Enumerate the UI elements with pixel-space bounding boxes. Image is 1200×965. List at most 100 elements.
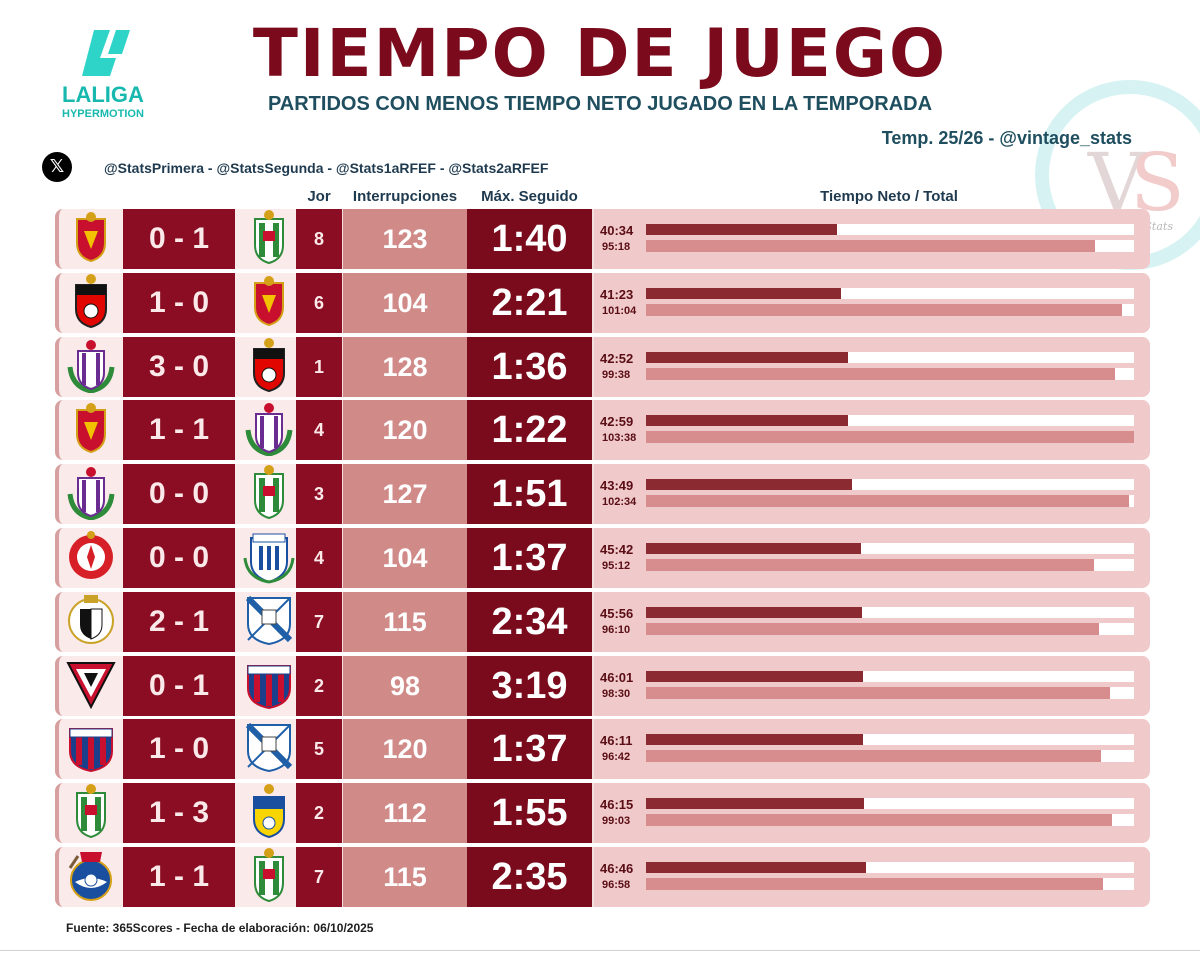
jornada-value: 3: [296, 464, 342, 525]
net-time-bar: [646, 351, 848, 363]
home-team-crest: [55, 528, 123, 588]
laliga-logo-sub: HYPERMOTION: [62, 108, 144, 120]
home-team-crest: [55, 272, 123, 333]
jornada-value: 4: [296, 528, 342, 588]
total-time-label: 99:38: [602, 368, 631, 381]
match-score: 2 - 1: [123, 591, 235, 652]
time-bars: 42:52 99:38: [594, 336, 1150, 397]
max-seguido-value: 3:19: [467, 655, 592, 716]
jornada-value: 2: [296, 783, 342, 844]
max-seguido-value: 1:22: [467, 400, 592, 461]
table-row: 1 - 0 5 120 1:37 46:11 96:42: [55, 719, 1150, 780]
valladolid-crest: [244, 400, 294, 460]
valladolid-crest: [66, 337, 116, 397]
net-time-bar: [646, 287, 841, 299]
jornada-value: 7: [296, 591, 342, 652]
total-time-label: 99:03: [602, 815, 631, 828]
net-time-track: [646, 415, 1134, 427]
jornada-value: 2: [296, 655, 342, 716]
away-team-crest: [235, 464, 303, 525]
away-team-crest: [235, 336, 303, 397]
net-time-label: 41:23: [600, 286, 634, 302]
jornada-value: 8: [296, 209, 342, 269]
cordoba-crest: [251, 464, 287, 524]
net-time-track: [646, 543, 1134, 554]
home-team-crest: [55, 591, 123, 652]
table-row: 0 - 1 8 123 1:40 40:34 95:18: [55, 209, 1150, 269]
table-row: 0 - 0 3 127 1:51 43:49 102:34: [55, 464, 1150, 525]
away-team-crest: [235, 719, 303, 780]
time-bars: 41:23 101:04: [594, 272, 1150, 333]
net-time-bar: [646, 798, 864, 810]
bottom-divider: [0, 950, 1200, 951]
source-footer: Fuente: 365Scores - Fecha de elaboración…: [66, 921, 374, 935]
total-time-label: 96:58: [602, 879, 631, 891]
net-time-track: [646, 287, 1134, 299]
total-time-track: [646, 559, 1134, 571]
max-seguido-value: 1:51: [467, 464, 592, 525]
total-time-track: [646, 303, 1134, 316]
net-time-bar: [646, 606, 862, 618]
net-time-bar: [646, 862, 866, 873]
away-team-crest: [235, 272, 303, 333]
total-time-track: [646, 495, 1134, 508]
realsociedadb-crest: [66, 848, 116, 906]
table-row: 1 - 0 6 104 2:21 41:23 101:04: [55, 272, 1150, 333]
net-time-track: [646, 734, 1134, 746]
leganes-crest: [241, 528, 297, 588]
away-team-crest: [235, 655, 303, 716]
net-time-label: 42:52: [600, 350, 634, 366]
table-row: 1 - 1 4 120 1:22 42:59 103:38: [55, 400, 1150, 461]
laliga-logo: LALIGA HYPERMOTION: [60, 24, 180, 124]
net-time-label: 40:34: [600, 223, 634, 238]
huesca-crest: [66, 721, 116, 777]
laliga-logo-text: LALIGA: [62, 82, 144, 107]
ceuta-crest: [250, 337, 288, 397]
away-team-crest: [235, 591, 303, 652]
net-time-track: [646, 670, 1134, 682]
total-time-bar: [646, 431, 1134, 444]
net-time-track: [646, 479, 1134, 491]
total-time-track: [646, 750, 1134, 763]
valladolid-crest: [66, 464, 116, 524]
jornada-value: 4: [296, 400, 342, 461]
mirandes-crest: [66, 659, 116, 713]
net-time-track: [646, 224, 1134, 235]
max-seguido-value: 1:37: [467, 719, 592, 780]
total-time-label: 96:42: [602, 751, 631, 764]
max-seguido-value: 1:55: [467, 783, 592, 844]
interrupciones-value: 123: [343, 209, 467, 269]
column-header-max-seguido: Máx. Seguido: [481, 188, 578, 205]
interrupciones-value: 104: [343, 272, 467, 333]
time-bars: 46:01 98:30: [594, 655, 1150, 716]
net-time-bar: [646, 734, 863, 746]
time-bars: 46:11 96:42: [594, 719, 1150, 780]
total-time-track: [646, 622, 1134, 635]
away-team-crest: [235, 528, 303, 588]
laspalmas-crest: [248, 783, 290, 843]
page-subtitle: PARTIDOS CON MENOS TIEMPO NETO JUGADO EN…: [267, 93, 933, 115]
jornada-value: 7: [296, 847, 342, 907]
away-team-crest: [235, 400, 303, 461]
total-time-label: 98:30: [602, 687, 631, 700]
home-team-crest: [55, 783, 123, 844]
malaga-crest: [244, 594, 294, 650]
net-time-label: 46:15: [600, 797, 634, 813]
interrupciones-value: 127: [343, 464, 467, 525]
column-header-tiempo: Tiempo Neto / Total: [820, 188, 958, 205]
match-score: 0 - 0: [123, 528, 235, 588]
match-score: 3 - 0: [123, 336, 235, 397]
table-row: 0 - 1 2 98 3:19 46:01 98:30: [55, 655, 1150, 716]
net-time-bar: [646, 543, 861, 554]
interrupciones-value: 115: [343, 591, 467, 652]
time-bars: 43:49 102:34: [594, 464, 1150, 525]
match-score: 0 - 1: [123, 209, 235, 269]
max-seguido-value: 1:37: [467, 528, 592, 588]
match-score: 1 - 0: [123, 272, 235, 333]
time-bars: 45:56 96:10: [594, 591, 1150, 652]
net-time-label: 42:59: [600, 414, 634, 430]
table-row: 1 - 1 7 115 2:35 46:46 96:58: [55, 847, 1150, 907]
column-header-jor: Jor: [307, 188, 331, 205]
home-team-crest: [55, 655, 123, 716]
net-time-bar: [646, 479, 852, 491]
